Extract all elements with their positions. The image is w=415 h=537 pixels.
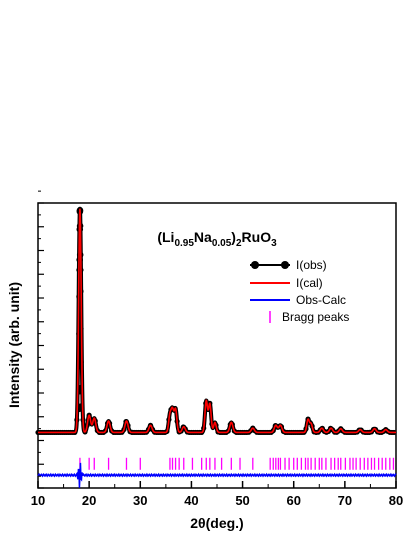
- title-part-ruo: RuO: [242, 229, 272, 245]
- legend-iobs-marker-right: [281, 261, 289, 269]
- legend-iobs-marker-left: [251, 261, 259, 269]
- x-tick-label: 20: [82, 493, 96, 508]
- title-part-close: ): [231, 229, 236, 245]
- title-sub-li: 0.95: [174, 238, 194, 249]
- x-tick-label: 50: [235, 493, 249, 508]
- legend-item-ical: I(cal): [250, 276, 323, 290]
- legend-ical-label: I(cal): [296, 276, 323, 290]
- title-part-open: (Li: [157, 229, 174, 245]
- title-sub-2: 2: [236, 238, 242, 249]
- legend-item-obs-calc: Obs-Calc: [250, 293, 346, 307]
- legend-bragg-label: Bragg peaks: [282, 310, 349, 324]
- bragg-peak-ticks: [79, 457, 395, 470]
- obs-calc-series: [37, 462, 397, 488]
- x-axis-label: 2θ(deg.): [190, 515, 243, 531]
- legend-item-iobs: I(obs): [250, 258, 327, 272]
- title-part-na: Na: [194, 229, 212, 245]
- x-tick-label: 70: [338, 493, 352, 508]
- ical-series: [38, 208, 396, 434]
- x-tick-label: 30: [133, 493, 147, 508]
- x-axis-ticks: 10 20 30 40 50 60 70 80: [31, 481, 403, 508]
- legend-obs-calc-label: Obs-Calc: [296, 293, 346, 307]
- x-tick-label: 80: [389, 493, 403, 508]
- ical-line: [38, 208, 396, 434]
- x-tick-label: 60: [286, 493, 300, 508]
- chart-title: (Li0.95Na0.05)2RuO3: [157, 229, 277, 249]
- title-sub-3: 3: [271, 238, 277, 249]
- legend: I(obs) I(cal) Obs-Calc Bragg peaks: [250, 258, 349, 324]
- legend-item-bragg: Bragg peaks: [269, 310, 349, 324]
- x-tick-label: 10: [31, 493, 45, 508]
- y-axis-label: Intensity (arb. unit): [6, 282, 22, 408]
- obs-calc-line: [37, 462, 397, 488]
- x-tick-label: 40: [184, 493, 198, 508]
- title-sub-na: 0.05: [212, 238, 232, 249]
- y-axis-ticks: [38, 190, 44, 489]
- legend-iobs-label: I(obs): [296, 258, 327, 272]
